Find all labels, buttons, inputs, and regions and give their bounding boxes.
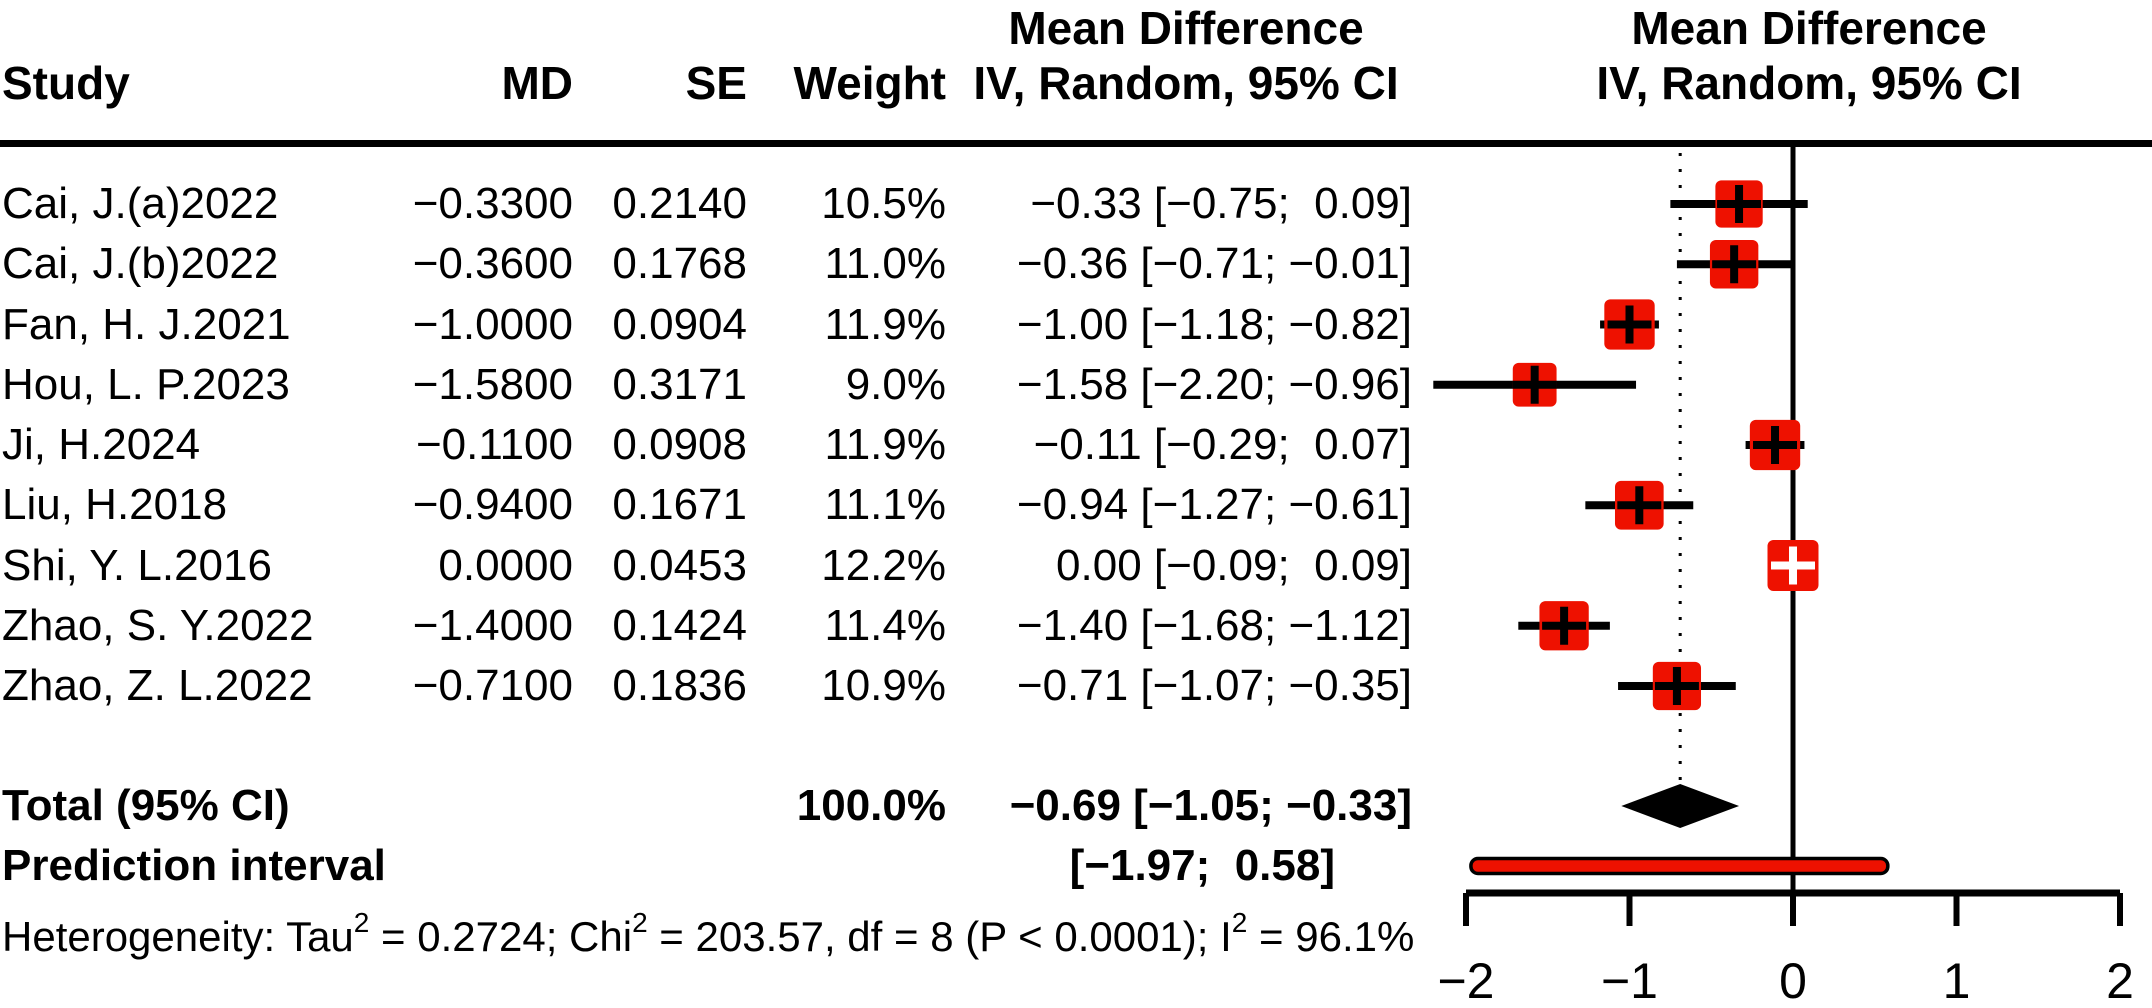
text-segment: = 0.2724; Chi (369, 913, 633, 960)
text-segment: Heterogeneity: Tau (2, 913, 354, 960)
md-value: −1.0000 (412, 299, 573, 349)
weight-value: 11.1% (824, 480, 947, 530)
se-value: 0.1424 (612, 600, 747, 650)
md-value: −0.9400 (412, 480, 573, 530)
weight-value: 11.4% (824, 600, 947, 650)
total-ci-text: −0.69 [−1.05; −0.33] (1009, 781, 1412, 830)
weight-value: 10.5% (821, 179, 946, 228)
weight-value: 9.0% (845, 359, 946, 409)
se-value: 0.0453 (612, 540, 747, 590)
x-axis-tick-label: 0 (1779, 953, 1807, 1008)
se-value: 0.1671 (612, 480, 747, 530)
plot-column-header-line2: IV, Random, 95% CI (1596, 57, 2022, 109)
column-header-se: SE (685, 57, 747, 109)
weight-value: 11.0% (824, 239, 947, 289)
ci-text: −0.33 [−0.75; 0.09] (1030, 179, 1412, 228)
md-value: −1.4000 (412, 600, 573, 650)
md-value: −0.3300 (412, 179, 573, 228)
column-header-md: MD (501, 57, 573, 109)
x-axis-tick-label: −2 (1437, 953, 1494, 1008)
x-axis-tick-label: −1 (1601, 953, 1658, 1008)
ci-text: −1.40 [−1.68; −1.12] (1016, 600, 1412, 650)
ci-text: 0.00 [−0.09; 0.09] (1043, 540, 1412, 590)
se-value: 0.0904 (612, 299, 747, 349)
superscript: 2 (1231, 907, 1248, 938)
ci-text: −0.71 [−1.07; −0.35] (1016, 661, 1412, 710)
ci-column-header-line2: IV, Random, 95% CI (973, 57, 1399, 109)
total-label: Total (95% CI) (2, 781, 290, 830)
prediction-interval-label: Prediction interval (2, 841, 386, 890)
column-header-study: Study (2, 57, 130, 109)
study-name: Hou, L. P.2023 (2, 359, 290, 409)
study-name: Shi, Y. L.2016 (2, 540, 272, 590)
ci-text: −1.58 [−2.20; −0.96] (1016, 359, 1412, 409)
ci-column-header-line1: Mean Difference (1008, 2, 1364, 54)
md-value: 0.0000 (438, 540, 573, 590)
study-name: Cai, J.(a)2022 (2, 179, 279, 228)
prediction-ci-text: [−1.97; 0.58] (1069, 841, 1335, 890)
se-value: 0.3171 (612, 359, 747, 409)
study-name: Zhao, S. Y.2022 (2, 600, 314, 650)
md-value: −0.3600 (412, 239, 573, 289)
ci-text: −0.11 [−0.29; 0.07] (1033, 420, 1412, 469)
ci-text: −0.36 [−0.71; −0.01] (1016, 239, 1412, 289)
study-name: Ji, H.2024 (2, 420, 201, 469)
study-name: Cai, J.(b)2022 (2, 239, 279, 289)
md-value: −0.1100 (415, 420, 573, 469)
se-value: 0.2140 (612, 179, 747, 228)
se-value: 0.1768 (612, 239, 747, 289)
study-name: Liu, H.2018 (2, 480, 228, 530)
se-value: 0.1836 (612, 661, 747, 710)
weight-value: 11.9% (824, 299, 947, 349)
superscript: 2 (632, 907, 648, 938)
text-segment: = 203.57, df = 8 (P < 0.0001); I (647, 913, 1232, 960)
column-header-weight: Weight (793, 57, 946, 109)
total-diamond (1621, 784, 1740, 828)
x-axis-tick-label: 2 (2106, 953, 2134, 1008)
md-value: −0.7100 (412, 661, 573, 710)
heterogeneity-stats: Heterogeneity: Tau2 = 0.2724; Chi2 = 203… (2, 897, 1415, 960)
header-divider-rule (0, 140, 2152, 147)
weight-value: 11.9% (824, 420, 947, 469)
total-weight: 100.0% (796, 781, 946, 830)
study-name: Fan, H. J.2021 (2, 299, 291, 349)
text-segment: = 96.1% (1247, 913, 1415, 960)
weight-value: 12.2% (821, 540, 946, 590)
md-value: −1.5800 (412, 359, 573, 409)
study-name: Zhao, Z. L.2022 (2, 661, 313, 710)
weight-value: 10.9% (821, 661, 946, 710)
ci-text: −1.00 [−1.18; −0.82] (1016, 299, 1412, 349)
prediction-interval-bar (1469, 856, 1890, 876)
superscript: 2 (353, 907, 370, 938)
ci-text: −0.94 [−1.27; −0.61] (1016, 480, 1412, 530)
plot-column-header-line1: Mean Difference (1631, 2, 1987, 54)
se-value: 0.0908 (612, 420, 747, 469)
x-axis-tick-label: 1 (1943, 953, 1971, 1008)
